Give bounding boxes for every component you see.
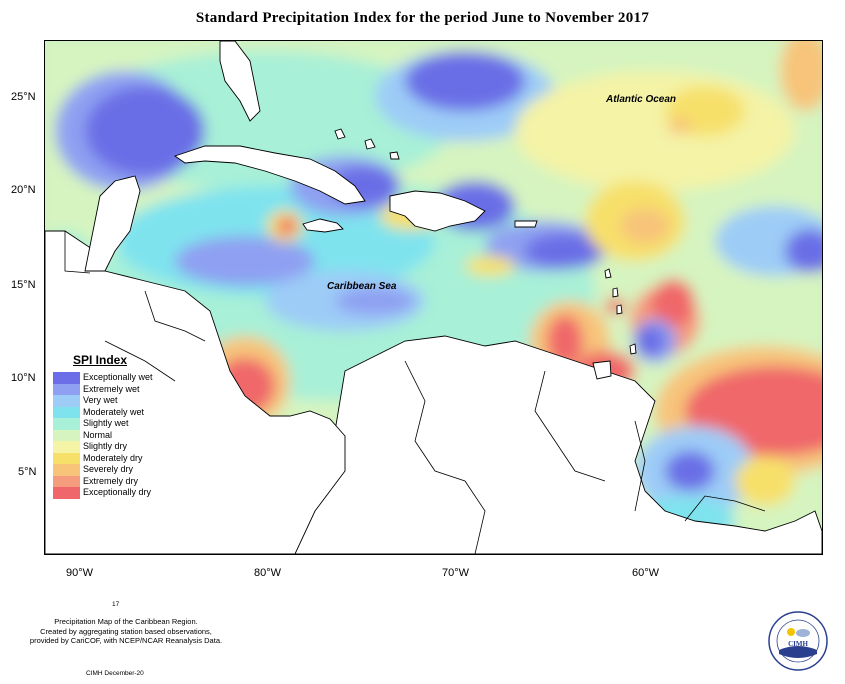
- footnote-number: 17: [112, 601, 120, 608]
- legend-swatch: [53, 464, 80, 476]
- yucatan: [84, 175, 141, 272]
- legend-swatch: [53, 487, 80, 499]
- legend-item: Severely dry: [53, 464, 203, 476]
- legend-swatch: [53, 418, 80, 430]
- lat-label-10n: 10°N: [11, 372, 36, 384]
- credit-note: CIMH December-20: [86, 670, 144, 677]
- lat-label-5n: 5°N: [18, 466, 37, 478]
- lon-label-70w: 70°W: [442, 567, 470, 579]
- legend-label: Exceptionally dry: [83, 487, 152, 497]
- legend-swatch: [53, 441, 80, 453]
- footnote-line: provided by CariCOF, with NCEP/NCAR Rean…: [29, 636, 223, 645]
- trinidad: [592, 360, 612, 380]
- hispaniola: [389, 190, 486, 232]
- legend-label: Very wet: [83, 395, 118, 405]
- footnote-line: Created by aggregating station based obs…: [40, 626, 212, 636]
- legend-rows: Exceptionally wet Extremely wet Very wet Mo…: [53, 372, 203, 499]
- lesser-antilles: [604, 268, 637, 355]
- legend-swatch: [53, 395, 80, 407]
- atlantic-ocean-label: Atlantic Ocean: [606, 94, 677, 105]
- legend-label: Severely dry: [83, 464, 134, 474]
- legend-label: Normal: [83, 429, 113, 440]
- legend-label: Exceptionally wet: [83, 372, 153, 382]
- legend-label: Extremely dry: [83, 475, 139, 486]
- lat-label-15n: 15°N: [11, 279, 36, 291]
- precipitation-map: [44, 40, 823, 555]
- spi-map-graphic: [45, 41, 822, 554]
- legend-item: Moderately dry: [53, 452, 203, 464]
- cuba: [174, 145, 366, 205]
- lat-label-20n: 20°N: [11, 184, 36, 196]
- florida: [219, 41, 261, 122]
- legend-item: Extremely wet: [53, 383, 203, 395]
- legend-label: Slightly dry: [83, 441, 128, 451]
- legend-title: SPI Index: [73, 353, 128, 367]
- legend-label: Slightly wet: [83, 418, 129, 428]
- legend-swatch: [53, 452, 80, 464]
- map-title: Standard Precipitation Index for the per…: [195, 10, 650, 26]
- legend-item: Extremely dry: [53, 475, 203, 487]
- legend-item: Very wet: [53, 395, 203, 407]
- legend-item: Moderately wet: [53, 406, 203, 418]
- legend-label: Moderately wet: [83, 406, 145, 417]
- cayman-bahamas: [334, 128, 400, 160]
- cimh-logo: CIMH: [767, 610, 829, 672]
- legend-item: Exceptionally wet: [53, 372, 203, 384]
- puerto-rico: [514, 220, 538, 228]
- spi-legend: SPI Index Exceptionally wet Extremely wet…: [53, 353, 203, 499]
- legend-swatch: [53, 475, 80, 487]
- legend-item: Normal: [53, 429, 203, 441]
- lon-label-60w: 60°W: [632, 567, 660, 579]
- svg-text:CIMH: CIMH: [788, 640, 808, 648]
- caribbean-sea-label: Caribbean Sea: [327, 281, 397, 292]
- legend-item: Exceptionally dry: [53, 487, 203, 499]
- land-masses: [45, 41, 822, 554]
- legend-label: Moderately dry: [83, 452, 143, 463]
- central-america: [45, 230, 346, 554]
- legend-label: Extremely wet: [83, 383, 140, 394]
- map-footnote: Precipitation Map of the Caribbean Regio…: [16, 617, 236, 646]
- footnote-line: Precipitation Map of the Caribbean Regio…: [54, 617, 198, 626]
- lon-label-80w: 80°W: [254, 567, 282, 579]
- lon-label-90w: 90°W: [66, 567, 94, 579]
- jamaica: [302, 218, 344, 233]
- legend-swatch: [53, 372, 80, 384]
- legend-swatch: [53, 429, 80, 441]
- legend-swatch: [53, 383, 80, 395]
- country-borders: [64, 231, 766, 554]
- lat-label-25n: 25°N: [11, 91, 36, 103]
- legend-item: Slightly dry: [53, 441, 203, 453]
- cimh-logo-graphic: CIMH: [768, 611, 828, 671]
- legend-swatch: [53, 406, 80, 418]
- legend-item: Slightly wet: [53, 418, 203, 430]
